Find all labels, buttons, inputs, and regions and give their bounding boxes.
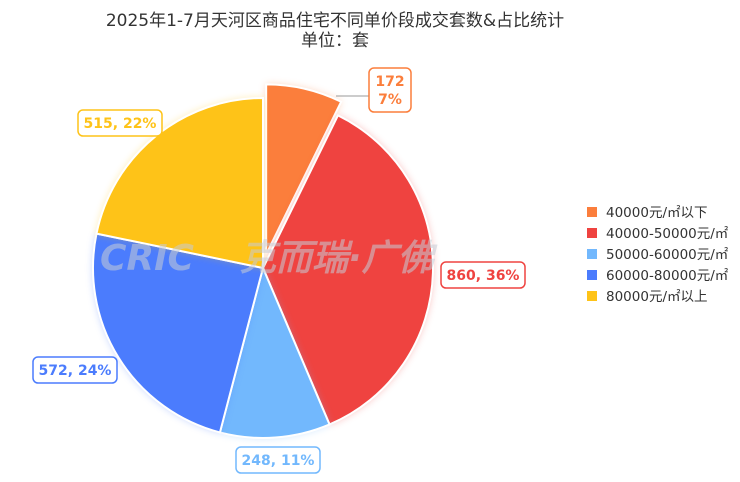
legend-label: 50000-60000元/㎡ <box>606 247 729 263</box>
data-label-box <box>77 109 163 137</box>
watermark: CRIC 克而瑞·广佛 <box>100 238 438 279</box>
data-label-box <box>368 67 412 113</box>
data-label-text: 248, 11% <box>242 453 315 469</box>
pie-slice <box>92 232 265 434</box>
legend-swatch <box>587 270 597 280</box>
pie-slices <box>92 83 434 439</box>
data-label-text: 7% <box>378 92 402 108</box>
legend-item: 80000元/㎡以上 <box>587 289 708 305</box>
data-label-text: 860, 36% <box>447 268 520 284</box>
legend-label: 40000-50000元/㎡ <box>606 226 729 242</box>
data-label-text: 515, 22% <box>84 116 157 132</box>
data-label: 572, 24% <box>32 356 118 384</box>
legend-label: 80000元/㎡以上 <box>606 289 708 305</box>
data-label-text: 172 <box>375 74 404 90</box>
data-label: 248, 11% <box>235 446 321 474</box>
data-label-text: 572, 24% <box>39 363 112 379</box>
legend-item: 40000元/㎡以下 <box>587 205 708 221</box>
chart-title: 2025年1-7月天河区商品住宅不同单价段成交套数&占比统计 <box>106 11 564 31</box>
data-label: 515, 22% <box>77 109 163 137</box>
data-label-box <box>32 356 118 384</box>
pie-slice <box>218 264 331 439</box>
watermark-latin: CRIC <box>100 238 195 279</box>
legend-swatch <box>587 207 597 217</box>
data-label: 860, 36% <box>440 261 526 289</box>
legend-item: 40000-50000元/㎡ <box>587 226 729 242</box>
legend-label: 40000元/㎡以下 <box>606 205 708 221</box>
legend: 40000元/㎡以下 40000-50000元/㎡ 50000-60000元/㎡ 60… <box>587 205 729 305</box>
legend-item: 50000-60000元/㎡ <box>587 247 729 263</box>
legend-swatch <box>587 249 597 259</box>
pie-slice <box>261 114 434 426</box>
legend-label: 60000-80000元/㎡ <box>606 268 729 284</box>
pie-slice <box>265 83 343 255</box>
watermark-cn: 克而瑞·广佛 <box>240 238 438 279</box>
data-label-box <box>235 446 321 474</box>
chart-subtitle: 单位：套 <box>301 31 369 51</box>
legend-swatch <box>587 228 597 238</box>
legend-swatch <box>587 291 597 301</box>
legend-item: 60000-80000元/㎡ <box>587 268 729 284</box>
data-label-box <box>440 261 526 289</box>
